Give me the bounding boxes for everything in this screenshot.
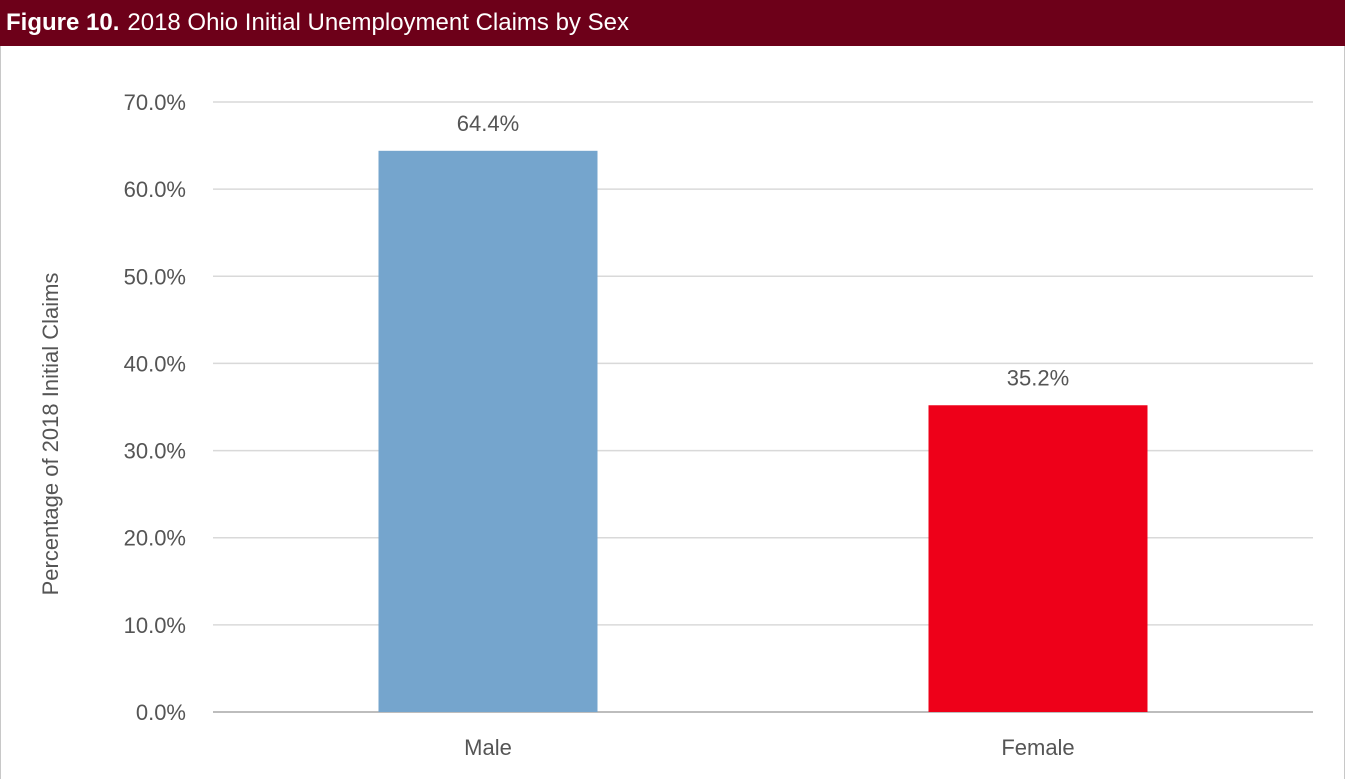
data-labels: 64.4% 35.2% <box>457 111 1069 390</box>
grid-lines <box>213 101 1313 713</box>
y-tick-label: 0.0% <box>136 700 186 725</box>
figure-label: Figure 10. <box>6 9 120 36</box>
y-tick-label: 10.0% <box>124 613 186 638</box>
bar-male <box>378 150 598 713</box>
y-axis-label: Percentage of 2018 Initial Claims <box>38 273 63 596</box>
frame-left-border <box>0 46 1 779</box>
y-tick-label: 20.0% <box>124 526 186 551</box>
data-label-female: 35.2% <box>1007 365 1069 390</box>
x-tick-label-male: Male <box>464 735 512 760</box>
figure-title: 2018 Ohio Initial Unemployment Claims by… <box>127 9 629 36</box>
bar-female <box>928 405 1148 712</box>
y-tick-label: 70.0% <box>124 90 186 115</box>
y-tick-label: 30.0% <box>124 439 186 464</box>
figure-title-bar: Figure 10. 2018 Ohio Initial Unemploymen… <box>0 0 1345 46</box>
y-tick-label: 50.0% <box>124 264 186 289</box>
x-axis-tick-labels: Male Female <box>464 735 1075 760</box>
x-tick-label-female: Female <box>1001 735 1074 760</box>
y-tick-label: 60.0% <box>124 177 186 202</box>
bars <box>378 150 1148 713</box>
y-tick-label: 40.0% <box>124 351 186 376</box>
data-label-male: 64.4% <box>457 111 519 136</box>
y-axis-tick-labels: 0.0% 10.0% 20.0% 30.0% 40.0% 50.0% 60.0% 70.0% <box>124 90 186 725</box>
